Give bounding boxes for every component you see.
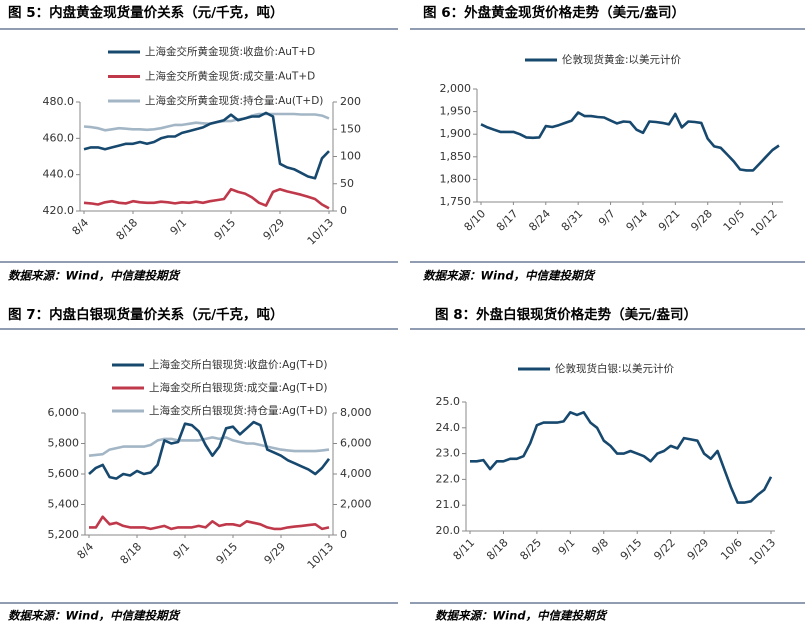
y2-tick-label: 0 xyxy=(340,204,347,217)
x-tick-label: 10/13 xyxy=(747,536,779,568)
legend-label: 上海金交所黄金现货:持仓量:Au(T+D) xyxy=(145,94,323,107)
x-tick-label: 9/1 xyxy=(556,536,578,558)
source-note: 数据来源：Wind，中信建投期货 xyxy=(8,609,182,623)
y-tick-label: 1,750 xyxy=(440,195,472,208)
x-tick-label: 9/29 xyxy=(261,216,288,243)
y-tick-label: 5,600 xyxy=(48,467,80,480)
x-tick-label: 9/15 xyxy=(212,216,239,243)
y2-tick-label: 2,000 xyxy=(340,498,372,511)
y2-tick-label: 150 xyxy=(340,122,361,135)
legend-label: 上海金交所白银现货:持仓量:Ag(T+D) xyxy=(149,404,327,417)
y2-tick-label: 6,000 xyxy=(340,437,372,450)
x-tick-label: 8/25 xyxy=(517,536,544,563)
source-note: 数据来源：Wind，中信建投期货 xyxy=(423,269,597,283)
x-tick-label: 8/24 xyxy=(526,207,553,234)
y-tick-label: 23.0 xyxy=(436,447,461,460)
x-tick-label: 9/7 xyxy=(596,207,618,229)
legend-label: 伦敦现货黄金:以美元计价 xyxy=(562,53,682,66)
series-line xyxy=(88,420,331,480)
y2-tick-label: 4,000 xyxy=(340,467,372,480)
source-note: 数据来源：Wind，中信建投期货 xyxy=(8,269,182,283)
x-tick-label: 9/22 xyxy=(651,536,678,563)
legend-label: 上海金交所白银现货:成交量:Ag(T+D) xyxy=(149,381,327,394)
x-tick-label: 8/10 xyxy=(462,207,489,234)
chart-title: 图 8：外盘白银现货价格走势（美元/盎司） xyxy=(435,306,697,323)
y-tick-label: 480.0 xyxy=(43,95,75,108)
y-tick-label: 460.0 xyxy=(43,131,75,144)
y-tick-label: 1,950 xyxy=(440,105,472,118)
x-tick-label: 10/6 xyxy=(718,536,745,563)
x-tick-label: 9/28 xyxy=(688,207,715,234)
x-tick-label: 8/4 xyxy=(70,216,92,238)
y-tick-label: 24.0 xyxy=(436,421,461,434)
legend-label: 上海金交所白银现货:收盘价:Ag(T+D) xyxy=(149,358,327,371)
x-tick-label: 9/14 xyxy=(624,207,651,234)
x-tick-label: 9/8 xyxy=(589,536,611,558)
legend-label: 上海金交所黄金现货:收盘价:AuT+D xyxy=(145,45,315,58)
y-tick-label: 2,000 xyxy=(440,82,472,95)
x-tick-label: 10/5 xyxy=(721,207,748,234)
series-line xyxy=(89,515,330,531)
y2-tick-label: 100 xyxy=(340,150,361,163)
x-tick-label: 10/12 xyxy=(748,207,780,239)
series-line xyxy=(88,436,330,457)
y2-tick-label: 50 xyxy=(340,177,354,190)
x-tick-label: 9/29 xyxy=(262,540,289,567)
x-tick-label: 9/29 xyxy=(685,536,712,563)
y-tick-label: 21.0 xyxy=(436,498,461,511)
y-tick-label: 25.0 xyxy=(436,395,461,408)
rules xyxy=(0,28,805,604)
y-tick-label: 20.0 xyxy=(436,524,461,537)
y-tick-label: 6,000 xyxy=(48,406,80,419)
x-tick-label: 8/18 xyxy=(484,536,511,563)
y-tick-label: 5,800 xyxy=(48,437,80,450)
x-tick-label: 8/18 xyxy=(118,540,145,567)
series-line xyxy=(83,112,330,132)
y-tick-label: 1,900 xyxy=(440,127,472,140)
source-note: 数据来源：Wind，中信建投期货 xyxy=(435,609,609,623)
x-tick-label: 9/1 xyxy=(168,216,190,238)
x-tick-label: 8/17 xyxy=(494,207,521,234)
series-line xyxy=(480,111,780,172)
y-tick-label: 5,200 xyxy=(48,528,80,541)
x-tick-label: 9/15 xyxy=(214,540,241,567)
x-tick-label: 8/4 xyxy=(75,540,97,562)
series-line xyxy=(83,187,330,210)
legend-label: 伦敦现货白银:以美元计价 xyxy=(555,362,675,375)
x-tick-label: 8/31 xyxy=(559,207,586,234)
series-line xyxy=(470,411,773,504)
y2-tick-label: 0 xyxy=(340,528,347,541)
y-tick-label: 1,800 xyxy=(440,172,472,185)
chart-title: 图 7：内盘白银现货量价关系（元/千克，吨） xyxy=(8,306,284,323)
x-tick-label: 8/11 xyxy=(451,536,478,563)
y-tick-label: 440.0 xyxy=(43,168,75,181)
y-tick-label: 5,400 xyxy=(48,498,80,511)
chart-title: 图 5：内盘黄金现货量价关系（元/千克，吨） xyxy=(8,4,284,21)
series-line xyxy=(83,111,330,180)
y-tick-label: 22.0 xyxy=(436,472,461,485)
y2-tick-label: 200 xyxy=(340,95,361,108)
x-tick-label: 9/1 xyxy=(171,540,193,562)
x-tick-label: 9/15 xyxy=(618,536,645,563)
y2-tick-label: 8,000 xyxy=(340,406,372,419)
y-tick-label: 420.0 xyxy=(43,204,75,217)
x-tick-label: 8/18 xyxy=(114,216,141,243)
x-tick-label: 10/13 xyxy=(305,216,337,248)
x-tick-label: 10/13 xyxy=(305,540,337,572)
legend-label: 上海金交所黄金现货:成交量:AuT+D xyxy=(145,70,315,83)
x-tick-label: 9/21 xyxy=(656,207,683,234)
y-tick-label: 1,850 xyxy=(440,150,472,163)
chart-title: 图 6：外盘黄金现货价格走势（美元/盎司） xyxy=(423,4,685,21)
